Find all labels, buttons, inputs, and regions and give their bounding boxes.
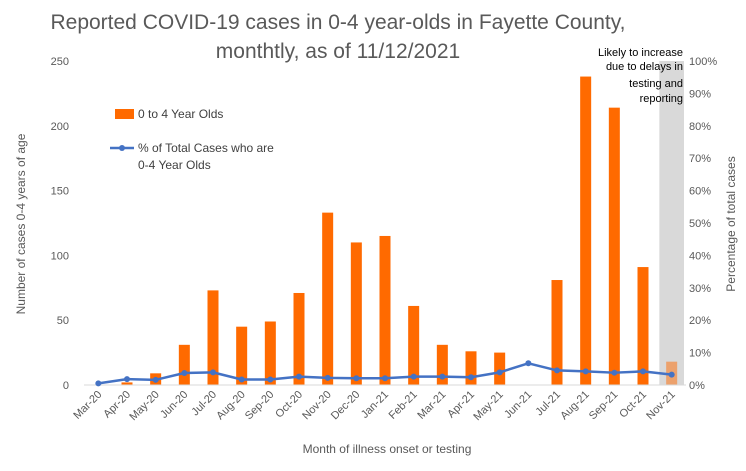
point-Jul-20 (210, 369, 216, 376)
bar-Jun-20 (178, 344, 190, 385)
y-tick-0: 0 (63, 380, 69, 392)
x-tick-Dec-20: Dec-20 (329, 389, 363, 423)
chart-title-line-2: monthtly, as of 11/12/2021 (216, 40, 460, 63)
y-axis-title: Number of cases 0-4 years of age (14, 133, 28, 314)
point-Jun-21 (525, 360, 532, 367)
bar-series (121, 76, 678, 385)
point-Apr-20 (124, 376, 130, 383)
legend-line-marker (119, 145, 125, 151)
y2-tick-90: 90% (689, 88, 711, 100)
y-tick-100: 100 (51, 250, 69, 262)
y2-tick-50: 50% (689, 218, 711, 230)
bar-Feb-21 (408, 305, 420, 385)
bar-Jul-21 (551, 280, 563, 385)
point-May-21 (496, 369, 503, 376)
bar-Dec-20 (350, 242, 362, 385)
chart-title: Reported COVID-19 cases in 0-4 year-olds… (50, 11, 625, 63)
bar-May-21 (494, 352, 506, 385)
line-series (95, 360, 675, 387)
y-axis-right-ticks: 0% 10% 20% 30% 40% 50% 60% 70% 80% 90% 100% (689, 56, 717, 392)
y2-tick-100: 100% (689, 56, 717, 68)
bar-Oct-20 (293, 292, 305, 385)
shaded-region (659, 61, 684, 385)
point-Aug-20 (238, 376, 245, 383)
bar-Mar-21 (436, 344, 448, 385)
y2-tick-40: 40% (689, 250, 711, 262)
x-tick-Jun-21: Jun-21 (502, 389, 534, 421)
y2-tick-70: 70% (689, 153, 711, 165)
shaded-region-layer (659, 61, 684, 385)
bar-Apr-21 (465, 351, 477, 385)
legend-bar-label: 0 to 4 Year Olds (138, 107, 223, 121)
x-tick-Mar-21: Mar-21 (415, 389, 448, 422)
point-Dec-20 (353, 375, 360, 382)
point-Nov-21 (668, 371, 675, 378)
x-tick-Aug-20: Aug-20 (214, 389, 248, 423)
annotation: Likely to increase due to delays in test… (598, 47, 683, 105)
annotation-line-2: due to delays in (606, 61, 683, 73)
point-Sep-20 (267, 376, 274, 383)
bar-Aug-20 (236, 326, 248, 385)
bar-Nov-20 (322, 212, 334, 385)
x-axis-ticks: Mar-20Apr-20May-20Jun-20Jul-20Aug-20Sep-… (71, 389, 677, 423)
legend-line-label-2: 0-4 Year Olds (138, 158, 211, 172)
x-axis-title: Month of illness onset or testing (303, 442, 472, 456)
y2-tick-0: 0% (689, 380, 705, 392)
legend: 0 to 4 Year Olds % of Total Cases who ar… (110, 107, 274, 172)
x-tick-May-21: May-21 (471, 389, 505, 423)
x-tick-Feb-21: Feb-21 (387, 389, 420, 422)
point-Nov-20 (324, 374, 331, 381)
y-tick-50: 50 (57, 315, 69, 327)
y2-tick-60: 60% (689, 186, 711, 198)
x-tick-Oct-21: Oct-21 (617, 389, 649, 421)
y-tick-150: 150 (51, 186, 69, 198)
x-tick-Nov-20: Nov-20 (300, 389, 334, 423)
point-Mar-20 (95, 380, 102, 387)
point-Sep-21 (611, 369, 618, 376)
y2-tick-10: 10% (689, 348, 711, 360)
point-Feb-21 (410, 373, 417, 380)
bar-Oct-21 (637, 267, 649, 385)
y2-tick-20: 20% (689, 315, 711, 327)
point-May-20 (152, 376, 159, 383)
y-tick-200: 200 (51, 121, 69, 133)
point-Jun-20 (181, 370, 188, 377)
x-tick-Mar-20: Mar-20 (71, 389, 104, 422)
annotation-line-4: reporting (640, 93, 683, 105)
point-Oct-20 (296, 373, 302, 380)
x-tick-Sep-21: Sep-21 (587, 389, 621, 423)
x-tick-Jan-21: Jan-21 (359, 389, 391, 421)
x-tick-Jun-20: Jun-20 (158, 389, 190, 421)
chart-title-line-1: Reported COVID-19 cases in 0-4 year-olds… (50, 11, 625, 34)
y-tick-250: 250 (51, 56, 69, 68)
y-axis-left-ticks: 0 50 100 150 200 250 (51, 56, 69, 392)
x-tick-Sep-20: Sep-20 (243, 389, 277, 423)
bar-Jan-21 (379, 235, 391, 385)
bar-Apr-20 (121, 382, 133, 385)
point-Mar-21 (439, 373, 446, 380)
point-Jan-21 (382, 375, 388, 382)
point-Oct-21 (640, 368, 646, 375)
legend-line-label-1: % of Total Cases who are (138, 141, 274, 155)
legend-bar-swatch (115, 109, 134, 119)
y2-tick-30: 30% (689, 283, 711, 295)
x-tick-Aug-21: Aug-21 (558, 389, 592, 423)
bar-Aug-21 (580, 76, 592, 385)
y2-axis-title: Percentage of total cases (724, 156, 738, 291)
y2-tick-80: 80% (689, 121, 711, 133)
bar-Sep-20 (264, 321, 276, 385)
x-tick-May-20: May-20 (127, 389, 161, 423)
point-Jul-21 (554, 367, 560, 374)
bar-Sep-21 (608, 107, 620, 385)
x-tick-Oct-20: Oct-20 (273, 389, 305, 421)
point-Aug-21 (582, 368, 589, 375)
x-tick-Nov-21: Nov-21 (644, 389, 678, 423)
point-Apr-21 (468, 374, 474, 381)
annotation-line-3: testing and (629, 78, 683, 90)
annotation-line-1: Likely to increase (598, 47, 683, 59)
bar-Jul-20 (207, 290, 219, 385)
